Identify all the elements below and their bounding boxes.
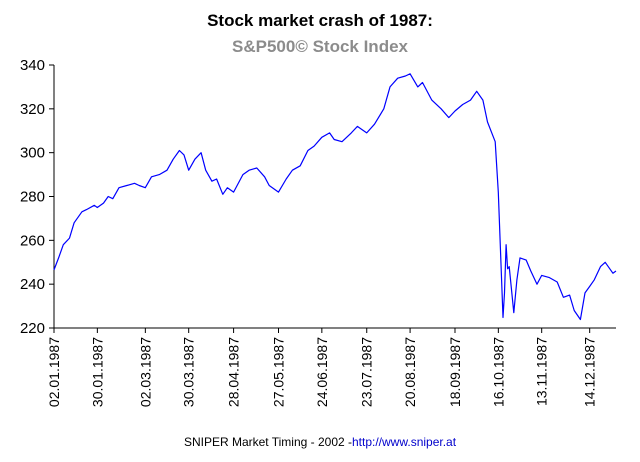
x-tick-label: 27.05.1987 (270, 337, 286, 407)
y-tick-label: 320 (20, 101, 45, 118)
y-tick-label: 340 (20, 57, 45, 74)
y-axis: 220 240 260 280 300 320 340 (20, 57, 55, 337)
y-tick-label: 260 (20, 232, 45, 249)
x-tick-label: 02.03.1987 (137, 337, 153, 407)
series-layer (53, 73, 617, 321)
x-axis: 02.01.1987 30.01.1987 02.03.1987 30.03.1987… (46, 327, 616, 407)
x-tick-label: 30.01.1987 (89, 337, 105, 407)
x-tick-label: 28.04.1987 (226, 337, 242, 407)
x-tick-label: 30.03.1987 (181, 337, 197, 407)
x-tick-label: 13.11.1987 (534, 337, 550, 406)
x-tick-label: 18.09.1987 (447, 337, 463, 407)
chart-subtitle: S&P500© Stock Index (232, 37, 409, 56)
x-tick-label: 20.08.1987 (402, 337, 418, 407)
y-tick-label: 280 (20, 189, 45, 206)
y-tick-label: 300 (20, 145, 45, 162)
footer-credit: SNIPER Market Timing - 2002 - (184, 435, 352, 449)
footer-link[interactable]: http://www.sniper.at (352, 435, 457, 449)
y-tick-label: 240 (20, 276, 45, 293)
x-tick-label: 16.10.1987 (490, 337, 506, 407)
x-tick-label: 24.06.1987 (314, 337, 330, 407)
x-tick-label: 23.07.1987 (359, 337, 375, 407)
series-line (53, 73, 617, 321)
chart-title: Stock market crash of 1987: (207, 11, 433, 30)
x-tick-label: 02.01.1987 (46, 337, 62, 407)
x-tick-label: 14.12.1987 (582, 337, 598, 407)
y-tick-label: 220 (20, 320, 45, 337)
